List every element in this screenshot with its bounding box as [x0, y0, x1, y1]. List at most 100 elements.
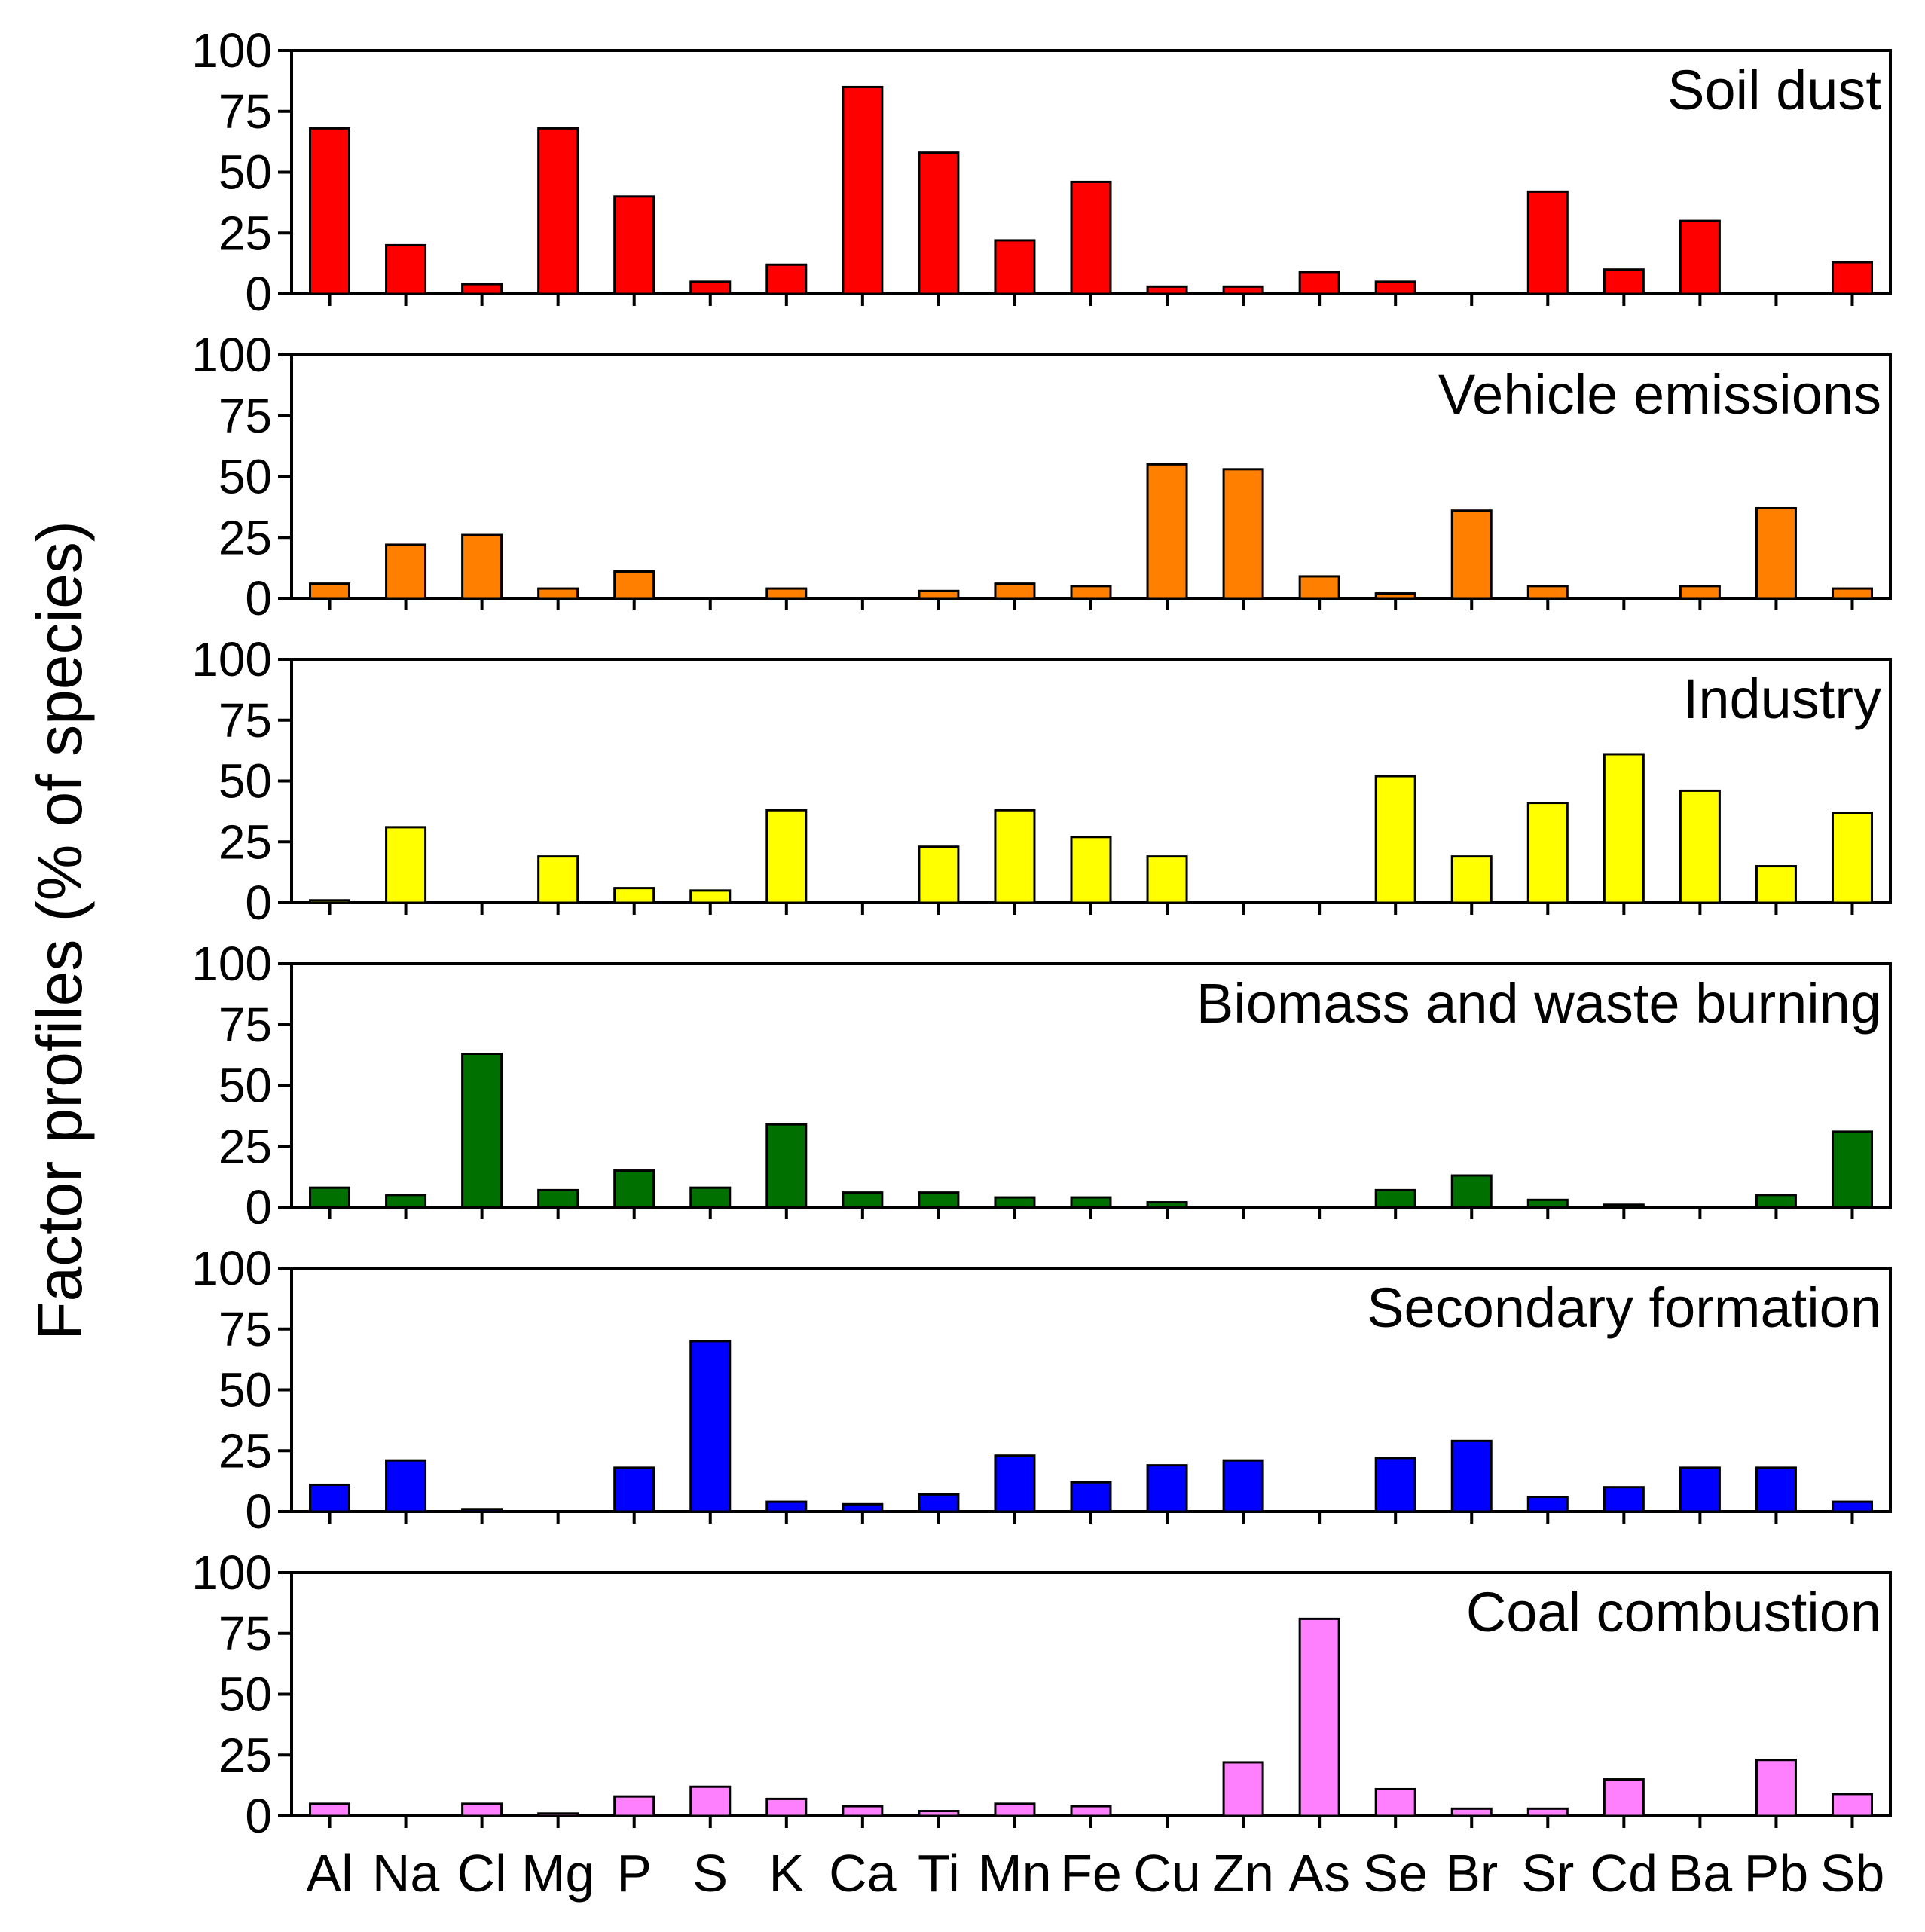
panel-title: Vehicle emissions [1438, 363, 1881, 426]
x-category-label-ba: Ba [1668, 1844, 1733, 1903]
bar-secondary-formation-al [309, 1483, 351, 1513]
bar-soil-dust-p [613, 195, 655, 295]
y-tick-label: 75 [218, 1302, 272, 1356]
bar-industry-fe [1070, 836, 1112, 904]
bar-industry-cu [1146, 855, 1188, 904]
bar-coal-combustion-ti [918, 1810, 960, 1817]
chart-panels: 0 25 50 75 100 Soil dust 0 25 50 75 100 Vehicle emi… [191, 23, 1892, 1843]
y-tick-label: 50 [218, 1363, 272, 1417]
y-tick-label: 25 [218, 1728, 272, 1782]
bar-vehicle-emissions-na [385, 543, 427, 600]
bar-coal-combustion-fe [1070, 1805, 1112, 1817]
panel-soil-dust: 0 25 50 75 100 Soil dust [191, 23, 1892, 321]
bar-biomass-and-waste-burning-sb [1831, 1130, 1873, 1209]
y-tick-label: 75 [218, 389, 272, 443]
bar-biomass-and-waste-burning-ti [918, 1191, 960, 1209]
bar-soil-dust-s [689, 280, 732, 295]
x-category-label-fe: Fe [1060, 1844, 1122, 1903]
bar-secondary-formation-ba [1679, 1466, 1721, 1513]
bar-vehicle-emissions-mg [537, 587, 579, 600]
y-tick-label: 25 [218, 510, 272, 564]
x-category-label-ca: Ca [829, 1844, 897, 1903]
bar-coal-combustion-as [1298, 1617, 1340, 1817]
panel-coal-combustion: 0 25 50 75 100 Coal combustion [191, 1545, 1892, 1843]
y-tick-label: 100 [191, 937, 272, 991]
bar-soil-dust-cd [1603, 268, 1645, 295]
bar-biomass-and-waste-burning-cu [1146, 1201, 1188, 1209]
y-tick-label: 50 [218, 450, 272, 504]
bar-coal-combustion-zn [1222, 1761, 1264, 1817]
bar-vehicle-emissions-zn [1222, 468, 1264, 600]
bar-soil-dust-fe [1070, 180, 1112, 295]
y-tick-label: 0 [245, 267, 272, 321]
y-tick-label: 100 [191, 328, 272, 382]
panel-vehicle-emissions: 0 25 50 75 100 Vehicle emissions [191, 328, 1892, 625]
bar-biomass-and-waste-burning-k [765, 1123, 808, 1209]
x-category-label-na: Na [372, 1844, 440, 1903]
x-category-label-s: S [692, 1844, 728, 1903]
bar-industry-cd [1603, 753, 1645, 904]
bar-vehicle-emissions-ti [918, 589, 960, 600]
bar-industry-pb [1755, 865, 1797, 904]
bar-industry-sr [1526, 802, 1569, 904]
x-category-label-zn: Zn [1212, 1844, 1274, 1903]
y-tick-label: 100 [191, 1545, 272, 1600]
bar-secondary-formation-cl [461, 1508, 503, 1513]
bar-vehicle-emissions-pb [1755, 506, 1797, 600]
x-category-label-cl: Cl [457, 1844, 507, 1903]
bar-coal-combustion-pb [1755, 1759, 1797, 1817]
bar-biomass-and-waste-burning-se [1374, 1188, 1416, 1209]
bar-secondary-formation-na [385, 1459, 427, 1513]
x-category-label-mg: Mg [521, 1844, 594, 1903]
bar-industry-se [1374, 775, 1416, 904]
bar-secondary-formation-br [1450, 1439, 1493, 1513]
bar-soil-dust-zn [1222, 285, 1264, 295]
bar-soil-dust-cu [1146, 285, 1188, 295]
bar-secondary-formation-sb [1831, 1500, 1873, 1513]
bar-soil-dust-ba [1679, 219, 1721, 295]
bar-secondary-formation-se [1374, 1457, 1416, 1513]
y-tick-label: 75 [218, 1606, 272, 1661]
bar-secondary-formation-zn [1222, 1459, 1264, 1513]
bar-coal-combustion-cd [1603, 1778, 1645, 1817]
bar-coal-combustion-mn [994, 1802, 1036, 1817]
bar-industry-al [309, 899, 351, 904]
y-tick-label: 0 [245, 1789, 272, 1843]
bar-soil-dust-k [765, 263, 808, 295]
bar-soil-dust-ca [842, 85, 884, 295]
bar-industry-mn [994, 809, 1036, 904]
y-tick-label: 50 [218, 1668, 272, 1722]
bar-vehicle-emissions-cu [1146, 463, 1188, 600]
y-tick-label: 100 [191, 632, 272, 686]
bar-biomass-and-waste-burning-pb [1755, 1194, 1797, 1209]
y-axis-title: Factor profiles (% of species) [24, 521, 95, 1340]
bar-biomass-and-waste-burning-mg [537, 1188, 579, 1209]
y-tick-label: 0 [245, 1484, 272, 1539]
bar-coal-combustion-al [309, 1802, 351, 1817]
bar-industry-br [1450, 855, 1493, 904]
x-category-label-p: P [616, 1844, 652, 1903]
bar-soil-dust-cl [461, 283, 503, 295]
x-category-label-sr: Sr [1521, 1844, 1574, 1903]
bar-industry-s [689, 889, 732, 904]
y-tick-label: 25 [218, 1423, 272, 1478]
bar-coal-combustion-ca [842, 1805, 884, 1817]
panel-title: Biomass and waste burning [1196, 972, 1881, 1035]
bar-biomass-and-waste-burning-al [309, 1186, 351, 1209]
bar-vehicle-emissions-mn [994, 582, 1036, 600]
bar-soil-dust-sb [1831, 261, 1873, 295]
bar-vehicle-emissions-k [765, 587, 808, 600]
bar-biomass-and-waste-burning-cd [1603, 1203, 1645, 1209]
bar-vehicle-emissions-br [1450, 509, 1493, 600]
bar-coal-combustion-mg [537, 1812, 579, 1817]
bar-vehicle-emissions-fe [1070, 585, 1112, 600]
bar-biomass-and-waste-burning-mn [994, 1196, 1036, 1209]
x-category-label-mn: Mn [978, 1844, 1051, 1903]
bar-soil-dust-al [309, 127, 351, 295]
bar-industry-p [613, 887, 655, 904]
bar-secondary-formation-cu [1146, 1464, 1188, 1513]
x-category-label-al: Al [306, 1844, 353, 1903]
bar-biomass-and-waste-burning-s [689, 1186, 732, 1209]
bar-vehicle-emissions-ba [1679, 585, 1721, 600]
